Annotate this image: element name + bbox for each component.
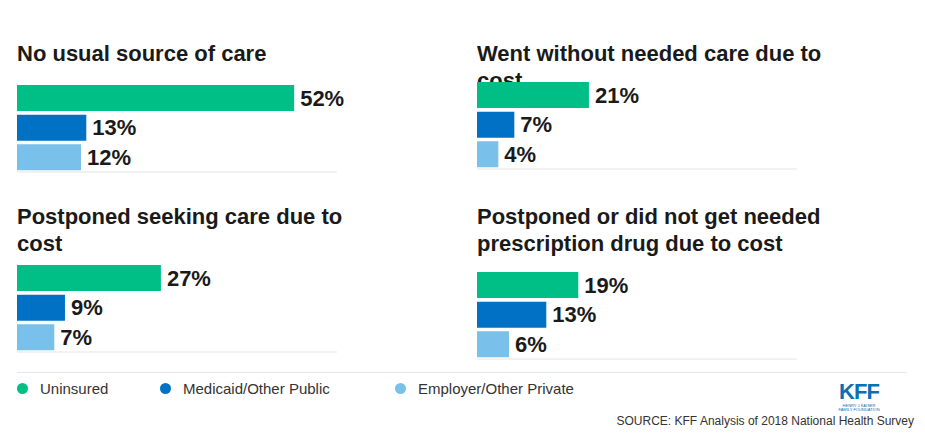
svg-text:4%: 4% xyxy=(504,142,536,167)
svg-text:7%: 7% xyxy=(520,112,552,137)
svg-text:27%: 27% xyxy=(167,266,211,291)
svg-text:9%: 9% xyxy=(71,295,103,320)
svg-text:13%: 13% xyxy=(92,115,136,140)
svg-text:12%: 12% xyxy=(87,145,131,170)
svg-text:21%: 21% xyxy=(595,83,639,108)
svg-text:19%: 19% xyxy=(584,273,628,298)
svg-text:13%: 13% xyxy=(552,302,596,327)
svg-text:52%: 52% xyxy=(300,86,344,111)
svg-text:7%: 7% xyxy=(60,325,92,350)
svg-text:6%: 6% xyxy=(515,332,547,357)
